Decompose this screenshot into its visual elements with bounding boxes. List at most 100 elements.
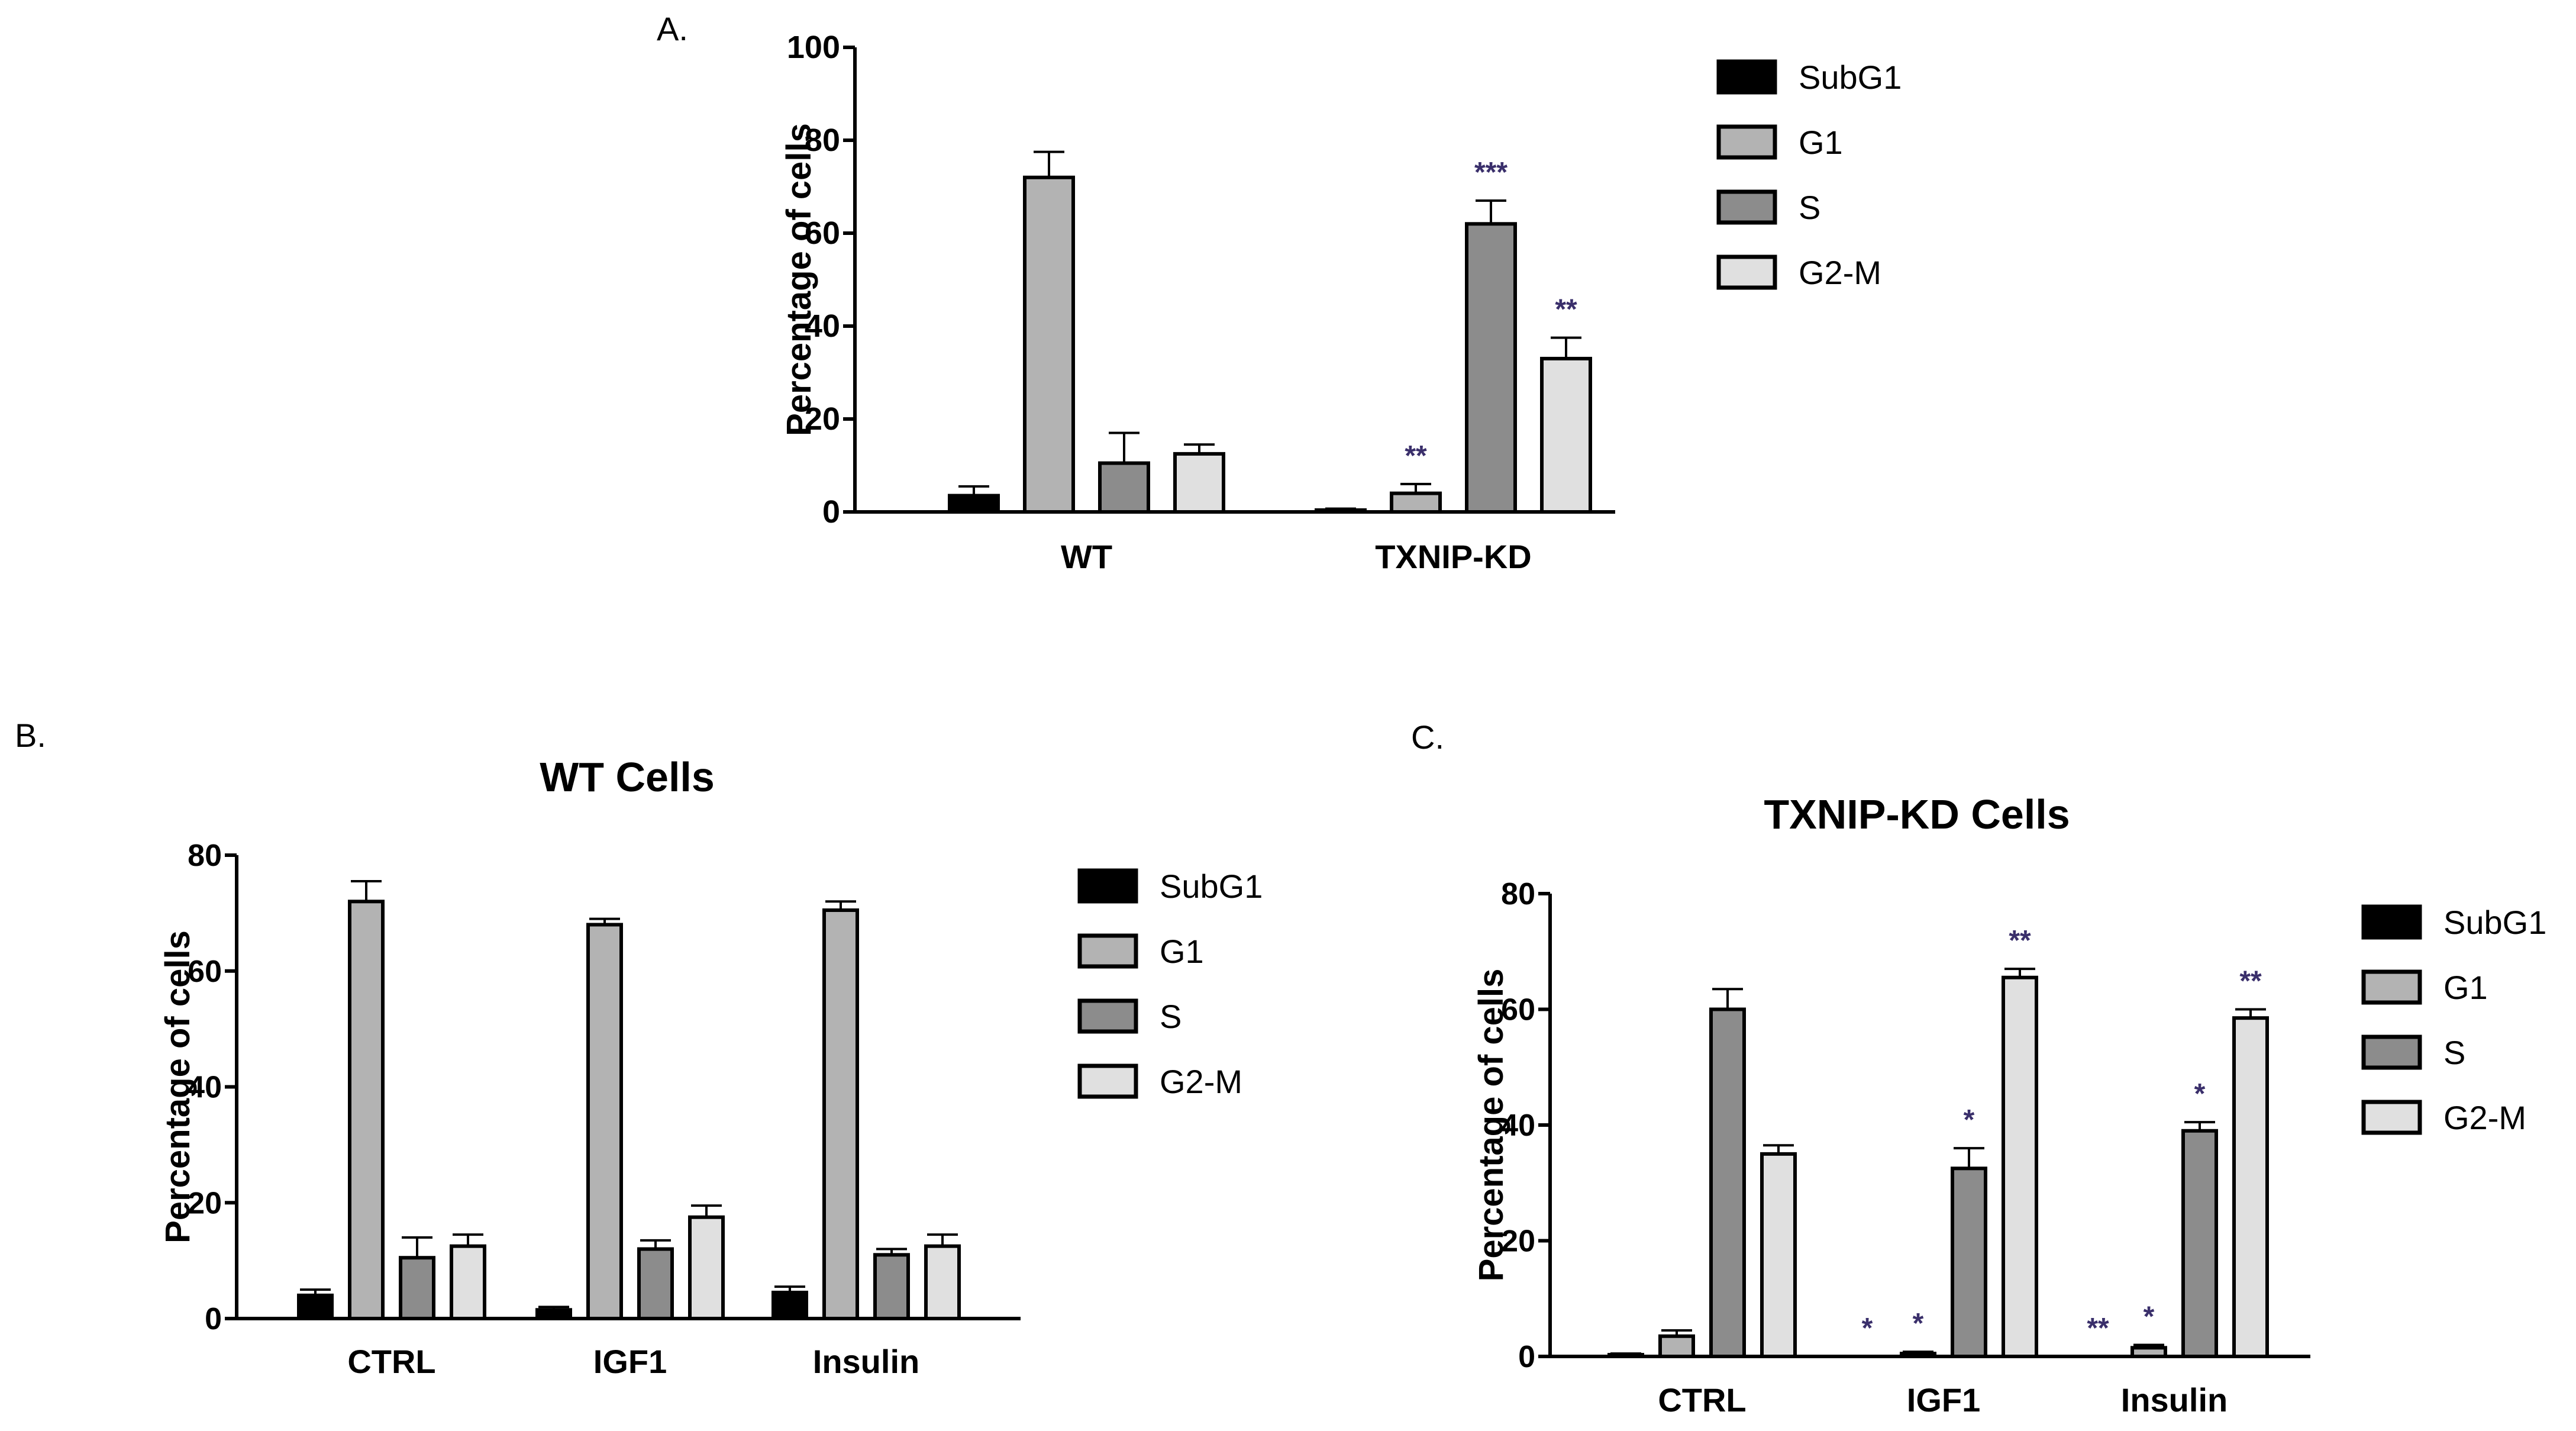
panel-a-significance-txnip-kd-s: *** [1474, 157, 1507, 188]
panel-c-significance-insulin-g1: * [2144, 1301, 2155, 1332]
panel-c-y-tick-label-3: 60 [1501, 993, 1535, 1027]
panel-b-bar-igf1-s [637, 1247, 674, 1321]
panel-b-legend-label-g1: G1 [1160, 933, 1204, 970]
panel-a-legend-swatch-subg1 [1716, 59, 1777, 95]
panel-a-significance-txnip-kd-g2-m: ** [1555, 294, 1577, 325]
panel-b-category-label-insulin: Insulin [813, 1343, 919, 1380]
panel-c-bar-igf1-g1 [1900, 1352, 1936, 1359]
panel-c-legend-label-g1: G1 [2443, 969, 2488, 1006]
panel-b-bar-insulin-g2-m [924, 1244, 961, 1320]
panel-b-bar-ctrl-s [399, 1256, 435, 1320]
panel-c-legend-swatch-g2-m [2361, 1100, 2422, 1135]
panel-b-title: WT Cells [540, 754, 715, 800]
panel-b-bar-igf1-g1 [586, 923, 623, 1320]
panel-a-bar-wt-g2-m [1173, 452, 1225, 514]
panel-b-y-tick-label-1: 20 [188, 1186, 222, 1220]
panel-c-bar-ctrl-g2-m [1760, 1152, 1797, 1358]
panel-b-y-tick-label-2: 40 [188, 1071, 222, 1105]
panel-c-bar-insulin-g1 [2130, 1346, 2167, 1358]
panel-c-bar-ctrl-subg1 [1607, 1353, 1644, 1358]
panel-a-bar-wt-g1 [1023, 175, 1075, 514]
panel-b-bar-insulin-g1 [822, 908, 859, 1320]
panel-c-category-label-igf1: IGF1 [1907, 1381, 1980, 1419]
panel-c-y-tick-label-4: 80 [1501, 877, 1535, 911]
panel-b-bar-insulin-s [873, 1253, 910, 1320]
panel-c: C. TXNIP-KD Cells 0 20 40 60 80 Percentage of… [1411, 718, 2546, 1419]
panel-c-legend-swatch-subg1 [2361, 904, 2422, 940]
panel-a-y-tick-label-2: 40 [805, 308, 840, 344]
panel-a-y-tick-label-3: 60 [805, 215, 840, 251]
panel-b-legend-swatch-g2-m [1077, 1063, 1138, 1099]
panel-b-legend-swatch-subg1 [1077, 868, 1138, 904]
panel-b-legend-swatch-g1 [1077, 933, 1138, 969]
panel-b-legend-label-subg1: SubG1 [1160, 868, 1263, 905]
panel-b-label: B. [15, 717, 46, 754]
panel-c-bar-insulin-g2-m [2232, 1016, 2269, 1358]
panel-c-significance-igf1-subg1: * [1862, 1313, 1873, 1344]
panel-a-legend-label-s: S [1799, 189, 1820, 226]
panel-a-legend-label-g2-m: G2-M [1799, 254, 1881, 291]
panel-b-chart: 0 20 40 60 80 Percentage of cells CTRL IGF1 Insu… [159, 839, 1021, 1380]
panel-b-legend-label-g2-m: G2-M [1160, 1063, 1242, 1100]
panel-a-legend-swatch-s [1716, 189, 1777, 225]
panel-b-y-tick-label-0: 0 [205, 1302, 222, 1336]
panel-a-y-tick-label-1: 20 [805, 401, 840, 437]
panel-a-bar-wt-s [1098, 461, 1150, 514]
panel-c-title: TXNIP-KD Cells [1764, 791, 2070, 837]
panel-a-legend-swatch-g1 [1716, 124, 1777, 160]
panel-a-y-tick-label-5: 100 [787, 30, 840, 65]
panel-a-bar-txnip-kd-g2-m [1540, 356, 1592, 514]
panel-c-y-tick-label-2: 40 [1501, 1108, 1535, 1143]
panel-c-significance-igf1-s: * [1964, 1104, 1975, 1136]
panel-c-legend: SubG1 G1 S G2-M [2361, 904, 2546, 1136]
panel-c-legend-label-g2-m: G2-M [2443, 1099, 2526, 1136]
panel-c-bar-ctrl-s [1709, 1007, 1746, 1358]
panel-c-y-tick-label-1: 20 [1501, 1224, 1535, 1259]
panel-c-bar-igf1-g2-m [2002, 975, 2038, 1359]
panel-b-bar-igf1-subg1 [535, 1308, 572, 1321]
panel-b-category-label-ctrl: CTRL [347, 1343, 435, 1380]
panel-c-bar-insulin-s [2181, 1129, 2218, 1359]
panel-c-significance-insulin-subg1: ** [2087, 1313, 2109, 1344]
panel-b-bar-ctrl-g2-m [450, 1244, 486, 1320]
panel-a-y-tick-label-0: 0 [822, 494, 840, 530]
panel-a-bar-wt-subg1 [948, 494, 1000, 514]
panel-c-significance-insulin-g2-m: ** [2239, 966, 2262, 997]
panel-b-category-label-igf1: IGF1 [593, 1343, 667, 1380]
panel-a-category-label-wt: WT [1061, 538, 1112, 575]
panel-c-y-axis-label: Percentage of cells [1472, 969, 1510, 1282]
panel-c-significance-igf1-g2-m: ** [2009, 925, 2031, 956]
panel-a-y-axis-label: Percentage of cells [780, 123, 818, 436]
panel-b-y-tick-label-3: 60 [188, 955, 222, 989]
panel-c-significance-igf1-g1: * [1913, 1308, 1924, 1339]
panel-a-legend-swatch-g2-m [1716, 254, 1777, 290]
panel-a-bar-txnip-kd-s [1465, 222, 1517, 514]
panel-b-bar-ctrl-g1 [348, 900, 385, 1321]
panel-a-y-tick-label-4: 80 [805, 123, 840, 158]
panel-a-significance-txnip-kd-g1: ** [1405, 440, 1427, 472]
panel-c-y-tick-label-0: 0 [1518, 1340, 1535, 1374]
panel-a-bar-txnip-kd-subg1 [1315, 508, 1367, 514]
panel-a-label: A. [657, 10, 688, 47]
panel-c-legend-label-s: S [2443, 1034, 2465, 1071]
panel-b-bar-ctrl-subg1 [297, 1293, 334, 1321]
panel-b: B. WT Cells 0 20 40 60 80 Percentage of cells… [15, 717, 1263, 1380]
panel-a-legend: SubG1 G1 S G2-M [1716, 59, 1902, 291]
panel-b-bar-igf1-g2-m [688, 1215, 725, 1320]
panel-c-category-label-insulin: Insulin [2121, 1381, 2228, 1419]
panel-c-bar-igf1-s [1951, 1166, 1987, 1358]
panel-b-y-axis-label: Percentage of cells [159, 930, 197, 1243]
panel-b-legend-label-s: S [1160, 998, 1182, 1035]
panel-a-legend-label-g1: G1 [1799, 124, 1843, 161]
panel-a-category-label-txnip-kd: TXNIP-KD [1375, 538, 1531, 575]
panel-b-y-tick-label-4: 80 [188, 839, 222, 873]
panel-b-legend: SubG1 G1 S G2-M [1077, 868, 1263, 1100]
panel-c-legend-swatch-g1 [2361, 969, 2422, 1005]
panel-c-category-label-ctrl: CTRL [1658, 1381, 1746, 1419]
panel-b-legend-swatch-s [1077, 998, 1138, 1034]
panel-c-legend-label-subg1: SubG1 [2443, 904, 2546, 941]
